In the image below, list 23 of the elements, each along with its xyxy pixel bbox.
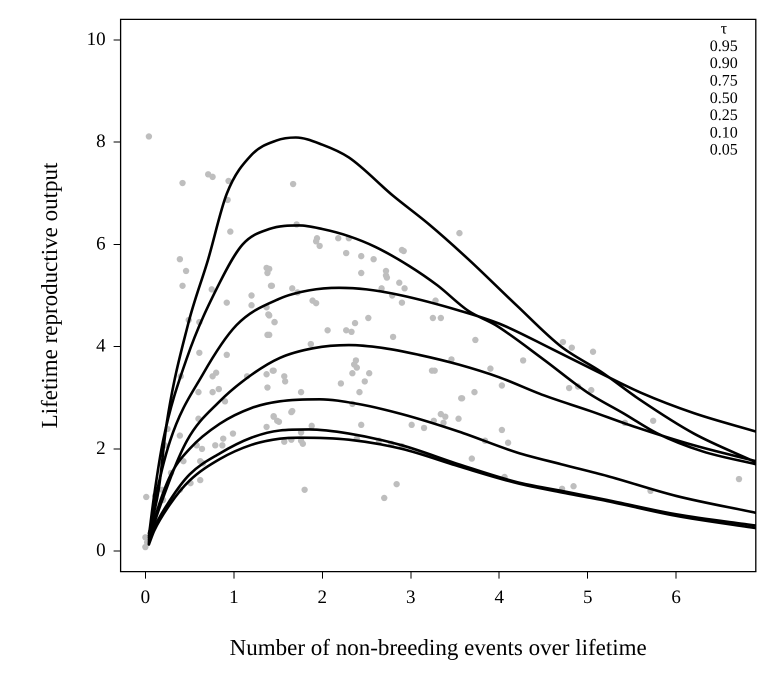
annotation: 0.10	[710, 124, 738, 142]
y-tick-label: 8	[96, 131, 106, 152]
annotation: 0.50	[710, 90, 738, 107]
x-tick-label: 1	[229, 586, 239, 608]
x-tick-label: 3	[406, 586, 416, 608]
y-tick-label: 10	[86, 28, 106, 50]
annotation: 0.90	[710, 55, 738, 72]
y-tick-label: 6	[96, 233, 106, 254]
x-tick-label: 4	[494, 586, 504, 608]
y-tick-label: 2	[96, 438, 106, 459]
x-tick-label: 0	[140, 586, 150, 608]
annotation: 0.25	[710, 107, 738, 124]
annotation: τ	[720, 20, 728, 38]
y-axis-title: Lifetime reproductive output	[36, 162, 62, 428]
x-axis-title: Number of non-breeding events over lifetime	[230, 635, 647, 660]
annotation: 0.75	[710, 72, 738, 90]
x-tick-label: 5	[582, 586, 592, 608]
x-tick-label: 6	[671, 586, 681, 608]
y-tick-label: 0	[96, 540, 106, 562]
annotation: 0.05	[710, 142, 738, 159]
y-tick-label: 4	[96, 336, 106, 357]
annotation: 0.95	[710, 38, 738, 55]
x-tick-label: 2	[318, 586, 328, 608]
